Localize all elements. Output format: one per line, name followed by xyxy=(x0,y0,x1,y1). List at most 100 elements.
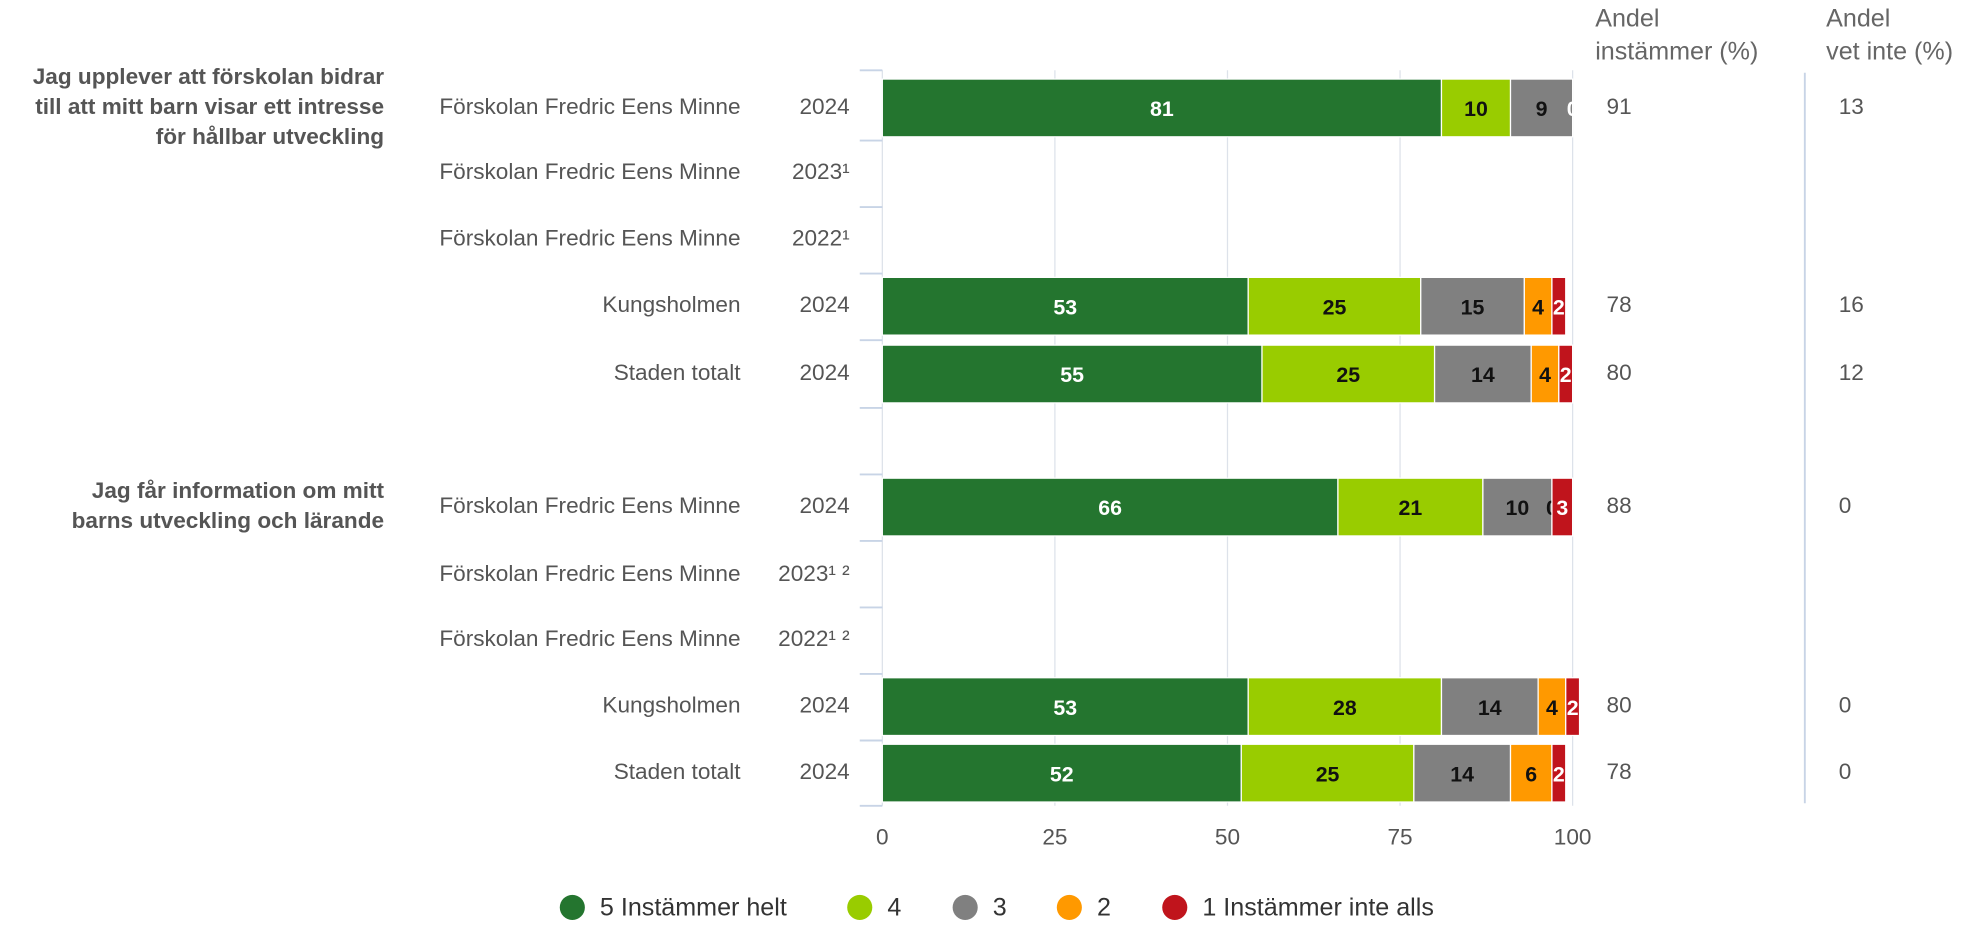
value-label: 2 xyxy=(1553,762,1565,786)
year-label: 2022¹ xyxy=(792,226,850,251)
bar-segment xyxy=(1558,344,1574,404)
year-label: 2022¹ ² xyxy=(778,626,850,651)
x-tick-label: 0 xyxy=(876,824,889,849)
bar-segment xyxy=(1240,743,1415,803)
legend-marker xyxy=(559,894,585,920)
value-label: 3 xyxy=(1556,496,1568,520)
value-label: 14 xyxy=(1471,363,1495,387)
value-label: 10 xyxy=(1506,496,1530,520)
bar-segment xyxy=(1440,677,1539,737)
bar-segment xyxy=(881,477,1339,537)
group-label: Jag får information om mitt xyxy=(92,478,385,503)
x-tick-label: 100 xyxy=(1554,824,1592,849)
year-label: 2023¹ xyxy=(792,159,850,184)
column-value: 91 xyxy=(1607,94,1632,119)
legend-label: 3 xyxy=(993,893,1007,921)
value-label: 52 xyxy=(1050,762,1074,786)
value-label: 10 xyxy=(1464,97,1488,121)
legend-label: 4 xyxy=(887,893,901,921)
year-label: 2024 xyxy=(799,292,849,317)
group-label: Jag upplever att förskolan bidrar xyxy=(33,64,385,89)
bar-segment xyxy=(881,276,1249,336)
legend-marker xyxy=(1162,894,1188,920)
legend-marker xyxy=(1056,894,1082,920)
year-label: 2024 xyxy=(799,693,849,718)
bar-segment xyxy=(1247,677,1443,737)
column-value: 88 xyxy=(1607,493,1632,518)
legend-label: 2 xyxy=(1097,893,1111,921)
bar-segment xyxy=(1565,677,1581,737)
bar-segment xyxy=(1413,743,1512,803)
bar-segment xyxy=(1509,743,1553,803)
column-title: Andel xyxy=(1595,5,1659,33)
value-label: 14 xyxy=(1478,696,1502,720)
x-tick-label: 50 xyxy=(1215,824,1240,849)
value-label: 4 xyxy=(1532,295,1544,319)
column-value: 16 xyxy=(1839,292,1864,317)
column-value: 78 xyxy=(1607,759,1632,784)
value-label: 14 xyxy=(1450,762,1474,786)
bar-segment xyxy=(1420,276,1525,336)
year-label: 2023¹ ² xyxy=(778,561,850,586)
column-title: instämmer (%) xyxy=(1595,37,1758,65)
year-label: 2024 xyxy=(799,94,849,119)
value-label: 25 xyxy=(1323,295,1347,319)
year-label: 2024 xyxy=(799,360,849,385)
x-tick-label: 25 xyxy=(1042,824,1067,849)
column-value: 0 xyxy=(1839,693,1852,718)
bar-segment xyxy=(1482,477,1553,537)
category-label: Förskolan Fredric Eens Minne xyxy=(439,159,740,184)
value-label: 66 xyxy=(1098,496,1122,520)
value-label: 81 xyxy=(1150,97,1174,121)
bar-segment xyxy=(1440,78,1512,138)
category-label: Förskolan Fredric Eens Minne xyxy=(439,626,740,651)
legend-label: 5 Instämmer helt xyxy=(600,893,787,921)
bar-segment xyxy=(1530,344,1560,404)
bar-segment xyxy=(1337,477,1484,537)
value-label: 25 xyxy=(1336,363,1360,387)
value-label: 55 xyxy=(1060,363,1084,387)
legend-label: 1 Instämmer inte alls xyxy=(1202,893,1434,921)
group-label: barns utveckling och lärande xyxy=(72,508,384,533)
category-label: Staden totalt xyxy=(614,759,742,784)
bar-segment xyxy=(881,677,1249,737)
column-value: 80 xyxy=(1607,693,1632,718)
category-label: Förskolan Fredric Eens Minne xyxy=(439,561,740,586)
column-value: 80 xyxy=(1607,360,1632,385)
value-label: 21 xyxy=(1399,496,1423,520)
legend-marker xyxy=(847,894,873,920)
value-label: 2 xyxy=(1567,696,1579,720)
value-label: 0 xyxy=(1567,97,1579,121)
column-value: 12 xyxy=(1839,360,1864,385)
category-label: Staden totalt xyxy=(614,360,742,385)
value-label: 4 xyxy=(1546,696,1558,720)
bar-segment xyxy=(1551,477,1574,537)
year-label: 2024 xyxy=(799,493,849,518)
bar-segment xyxy=(881,78,1443,138)
year-label: 2024 xyxy=(799,759,849,784)
category-label: Förskolan Fredric Eens Minne xyxy=(439,94,740,119)
value-label: 25 xyxy=(1316,762,1340,786)
category-label: Förskolan Fredric Eens Minne xyxy=(439,493,740,518)
bar-segment xyxy=(881,344,1263,404)
value-label: 53 xyxy=(1053,295,1077,319)
bar-segment xyxy=(1509,78,1574,138)
value-label: 9 xyxy=(1536,97,1548,121)
value-label: 2 xyxy=(1553,295,1565,319)
group-label: för hållbar utveckling xyxy=(156,124,384,149)
category-label: Kungsholmen xyxy=(602,292,740,317)
bar-segment xyxy=(1551,743,1567,803)
column-title: vet inte (%) xyxy=(1826,37,1953,65)
bar-segment xyxy=(1261,344,1436,404)
value-label: 15 xyxy=(1461,295,1485,319)
category-label: Kungsholmen xyxy=(602,693,740,718)
bar-segment xyxy=(1433,344,1532,404)
value-label: 6 xyxy=(1525,762,1537,786)
value-label: 4 xyxy=(1539,363,1551,387)
column-title: Andel xyxy=(1826,5,1890,33)
column-value: 0 xyxy=(1839,759,1852,784)
value-label: 28 xyxy=(1333,696,1357,720)
column-value: 13 xyxy=(1839,94,1864,119)
value-label: 2 xyxy=(1560,363,1572,387)
